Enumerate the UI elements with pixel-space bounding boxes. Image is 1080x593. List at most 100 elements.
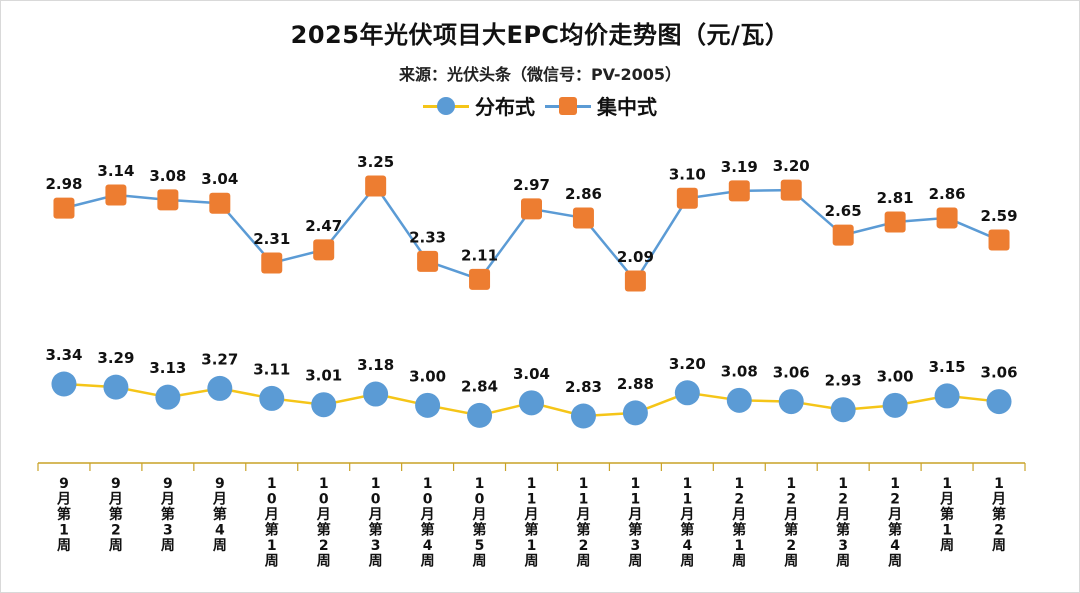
data-point-centralized[interactable] (261, 252, 283, 274)
data-label-distributed: 3.06 (981, 364, 1018, 382)
chart-legend: 分布式 集中式 (1, 91, 1079, 120)
data-point-centralized[interactable] (780, 179, 802, 201)
x-tick-label: 1 1 月第 1 周 (524, 476, 539, 570)
data-point-distributed[interactable] (415, 392, 441, 418)
data-label-distributed: 2.83 (565, 378, 602, 396)
data-label-distributed: 2.93 (825, 372, 862, 390)
x-tick-label: 9 月第 1 周 (56, 476, 71, 554)
data-point-centralized[interactable] (157, 189, 179, 211)
data-point-centralized[interactable] (521, 198, 542, 220)
data-label-distributed: 3.27 (201, 350, 238, 368)
x-tick-label: 1 2 月第 1 周 (731, 476, 746, 570)
chart-subtitle: 来源：光伏头条（微信号：PV-2005） (398, 65, 682, 84)
data-point-distributed[interactable] (467, 402, 493, 428)
data-point-distributed[interactable] (103, 374, 129, 400)
data-point-centralized[interactable] (313, 239, 335, 261)
data-label-centralized: 2.86 (565, 185, 602, 203)
data-label-centralized: 2.47 (305, 217, 342, 235)
data-label-distributed: 3.01 (305, 367, 342, 385)
x-tick-label: 1 0 月第 1 周 (264, 476, 279, 570)
data-point-distributed[interactable] (986, 389, 1012, 415)
data-label-centralized: 2.86 (929, 185, 966, 203)
data-label-distributed: 3.11 (253, 360, 290, 378)
data-point-centralized[interactable] (365, 175, 387, 197)
data-label-centralized: 2.31 (253, 230, 290, 248)
data-label-distributed: 3.00 (877, 367, 914, 385)
data-label-distributed: 3.08 (721, 362, 758, 380)
x-tick-label: 1 0 月第 4 周 (420, 476, 435, 570)
data-label-centralized: 3.19 (721, 158, 758, 176)
x-tick-label: 9 月第 3 周 (160, 476, 175, 554)
data-label-centralized: 3.04 (201, 170, 238, 188)
x-tick-label: 1 月第 2 周 (991, 476, 1006, 554)
data-point-centralized[interactable] (417, 250, 439, 272)
data-label-centralized: 3.25 (357, 153, 394, 171)
x-tick-label: 1 1 月第 2 周 (575, 476, 590, 570)
data-label-centralized: 3.08 (149, 167, 186, 185)
data-point-centralized[interactable] (676, 187, 698, 209)
data-point-centralized[interactable] (53, 197, 75, 219)
data-point-distributed[interactable] (259, 385, 285, 411)
data-point-distributed[interactable] (155, 384, 181, 410)
data-label-distributed: 3.18 (357, 356, 394, 374)
data-point-centralized[interactable] (624, 270, 646, 292)
data-label-distributed: 3.04 (513, 365, 550, 383)
data-point-distributed[interactable] (311, 392, 337, 418)
data-point-distributed[interactable] (570, 403, 596, 429)
data-point-distributed[interactable] (363, 381, 389, 407)
x-tick-label: 1 2 月第 2 周 (783, 476, 798, 570)
data-point-distributed[interactable] (778, 389, 804, 415)
x-tick-label: 1 2 月第 3 周 (835, 476, 850, 570)
data-label-centralized: 2.65 (825, 202, 862, 220)
data-point-distributed[interactable] (519, 390, 544, 416)
data-point-centralized[interactable] (105, 184, 127, 206)
legend-swatch-distributed (423, 95, 469, 117)
data-point-centralized[interactable] (936, 207, 958, 229)
data-label-centralized: 2.98 (45, 175, 82, 193)
data-label-distributed: 2.84 (461, 377, 498, 395)
data-label-centralized: 2.59 (981, 207, 1018, 225)
legend-label-centralized: 集中式 (597, 95, 657, 119)
legend-item-distributed[interactable]: 分布式 (423, 91, 535, 120)
chart-title: 2025年光伏项目大EPC均价走势图（元/瓦） (290, 21, 790, 49)
data-label-distributed: 3.34 (45, 346, 82, 364)
legend-swatch-centralized (545, 95, 591, 117)
data-point-centralized[interactable] (469, 268, 491, 290)
data-point-centralized[interactable] (832, 224, 854, 246)
data-label-centralized: 3.10 (669, 165, 706, 183)
data-label-distributed: 3.15 (929, 358, 966, 376)
data-label-distributed: 2.88 (617, 375, 654, 393)
data-point-distributed[interactable] (622, 400, 648, 426)
data-point-distributed[interactable] (830, 397, 856, 423)
data-label-distributed: 3.13 (149, 359, 186, 377)
data-label-centralized: 2.09 (617, 248, 654, 266)
data-point-centralized[interactable] (728, 180, 750, 202)
x-tick-label: 9 月第 2 周 (108, 476, 123, 554)
x-tick-label: 9 月第 4 周 (212, 476, 227, 554)
x-tick-label: 1 2 月第 4 周 (887, 476, 902, 570)
x-tick-label: 1 0 月第 3 周 (368, 476, 383, 570)
data-point-distributed[interactable] (882, 392, 908, 418)
x-tick-label: 1 月第 1 周 (939, 476, 954, 554)
data-point-centralized[interactable] (884, 211, 906, 233)
data-point-distributed[interactable] (51, 371, 77, 397)
data-label-centralized: 3.20 (773, 157, 810, 175)
legend-item-centralized[interactable]: 集中式 (545, 91, 657, 120)
data-point-centralized[interactable] (209, 192, 231, 214)
data-point-distributed[interactable] (674, 380, 700, 406)
data-point-distributed[interactable] (726, 387, 752, 413)
data-point-centralized[interactable] (572, 207, 594, 229)
x-tick-label: 1 1 月第 3 周 (627, 476, 642, 570)
x-tick-label: 1 1 月第 4 周 (679, 476, 694, 570)
data-point-distributed[interactable] (207, 375, 233, 401)
data-point-centralized[interactable] (988, 229, 1010, 251)
data-label-centralized: 2.33 (409, 228, 446, 246)
data-point-distributed[interactable] (934, 383, 960, 409)
data-label-distributed: 3.06 (773, 364, 810, 382)
data-label-distributed: 3.29 (97, 349, 134, 367)
data-label-centralized: 2.11 (461, 246, 498, 264)
data-label-centralized: 2.81 (877, 189, 914, 207)
data-label-centralized: 3.14 (97, 162, 134, 180)
